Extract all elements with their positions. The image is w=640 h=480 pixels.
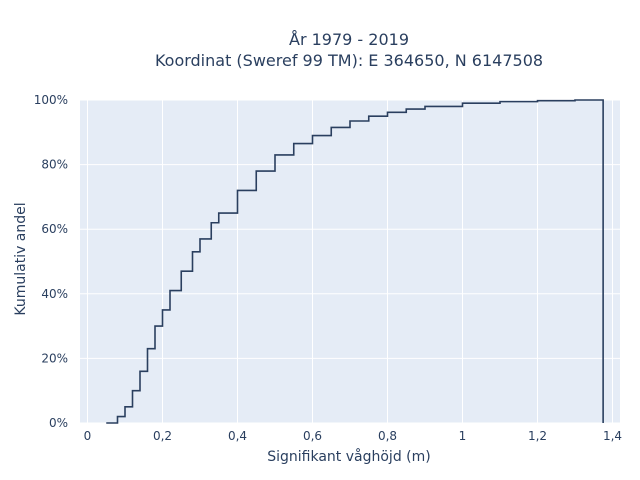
x-tick-label: 0,6 [303, 429, 322, 443]
x-tick-label: 0,8 [378, 429, 397, 443]
y-tick-label: 40% [41, 287, 68, 301]
cdf-series-line [106, 99, 604, 424]
x-tick-labels: 0 0,2 0,4 0,6 0,8 1 1,2 1,4 [84, 429, 622, 443]
y-tick-label: 60% [41, 222, 68, 236]
x-tick-label: 1,4 [603, 429, 622, 443]
x-tick-label: 0,2 [153, 429, 172, 443]
y-tick-label: 80% [41, 158, 68, 172]
x-tick-label: 0,4 [228, 429, 247, 443]
y-tick-label: 20% [41, 351, 68, 365]
x-grid [87, 100, 613, 423]
series-layer [106, 99, 604, 424]
y-tick-label: 0% [49, 416, 68, 430]
x-axis-title: Signifikant våghöjd (m) [267, 448, 430, 465]
y-tick-labels: 0% 20% 40% 60% 80% 100% [34, 93, 68, 430]
y-axis-title: Kumulativ andel [13, 202, 29, 315]
x-tick-label: 1,2 [528, 429, 547, 443]
chart-subtitle: Koordinat (Sweref 99 TM): E 364650, N 61… [155, 51, 543, 70]
x-tick-label: 0 [84, 429, 92, 443]
chart-title: År 1979 - 2019 [289, 30, 409, 49]
x-tick-label: 1 [459, 429, 467, 443]
y-tick-label: 100% [34, 93, 68, 107]
plot-area [80, 100, 620, 423]
